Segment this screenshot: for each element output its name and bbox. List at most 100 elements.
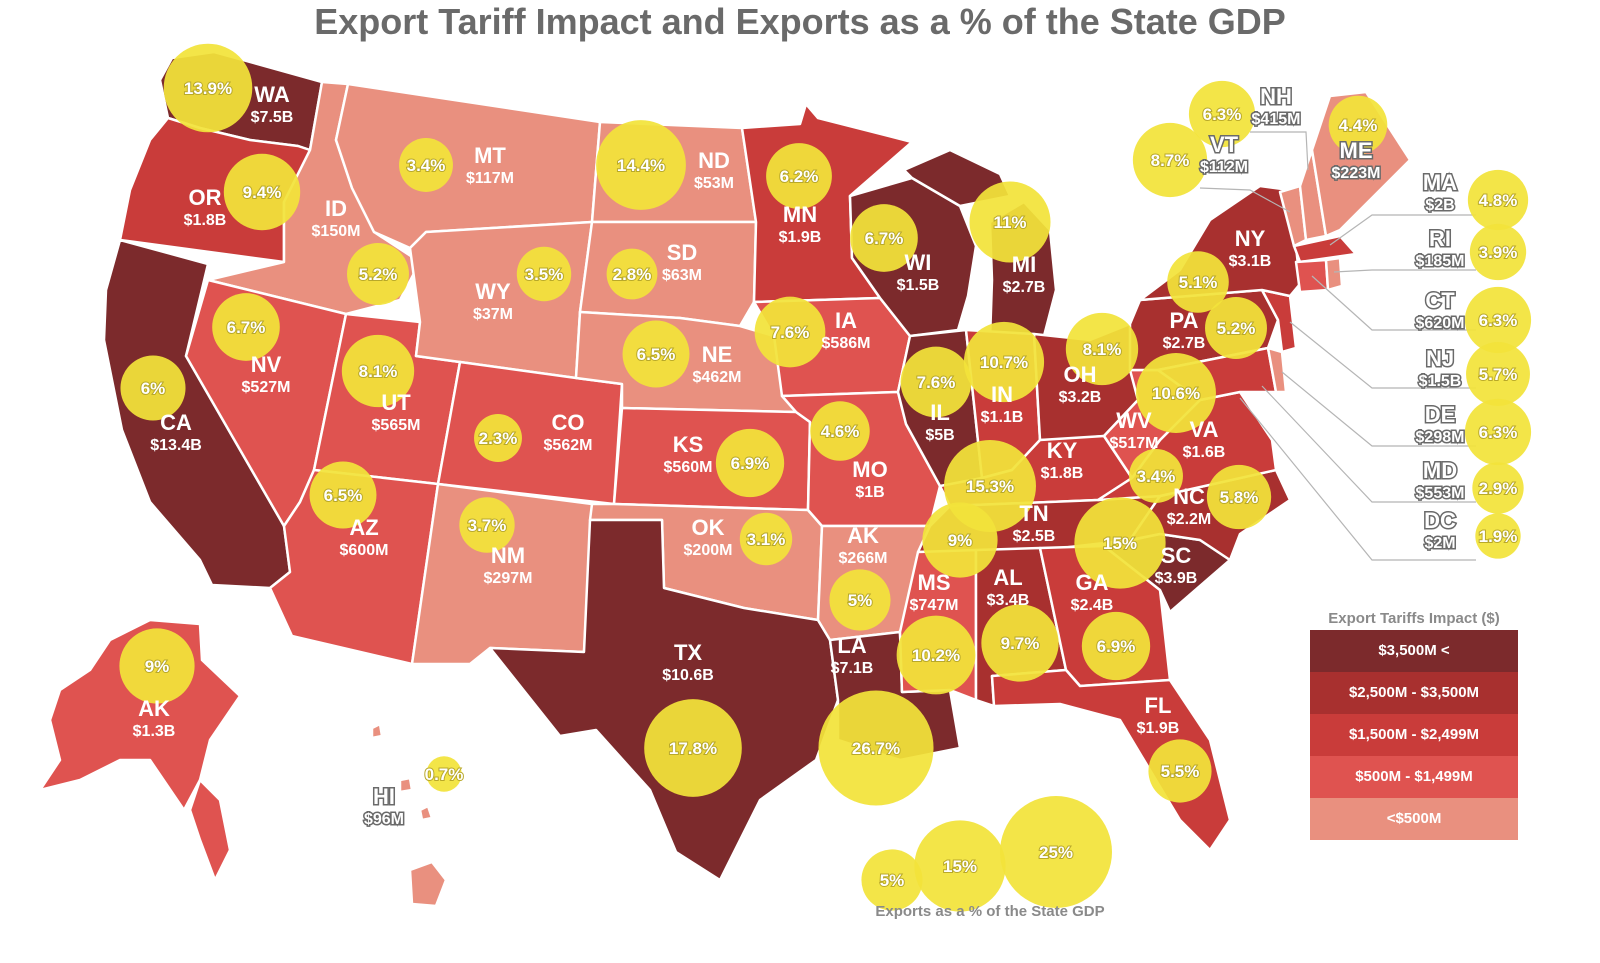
state-code-ky: KY bbox=[1047, 438, 1078, 463]
state-code-sc: SC bbox=[1161, 543, 1192, 568]
state-hi-big[interactable] bbox=[408, 860, 448, 908]
state-impact-mn: $1.9B bbox=[779, 229, 822, 246]
gdp-pct-va: 3.4% bbox=[1137, 467, 1176, 486]
gdp-pct-mi: 11% bbox=[993, 213, 1026, 232]
state-impact-wv: $517M bbox=[1110, 435, 1159, 452]
gdp-bubbles: 13.9% 9.4% 6% 5.2% 3.4% 6.7% 8.1% 3.5% 6.5% 2.3% 3… bbox=[119, 43, 1532, 806]
state-code-sd: SD bbox=[667, 240, 698, 265]
state-de[interactable] bbox=[1266, 346, 1288, 394]
gdp-bubble-md bbox=[1472, 462, 1524, 514]
state-code-wi: WI bbox=[905, 250, 932, 275]
size-legend: 5% 15% 25% bbox=[861, 796, 1112, 912]
gdp-pct-ks: 6.9% bbox=[731, 454, 770, 473]
state-ma[interactable] bbox=[1292, 234, 1358, 264]
gdp-pct-pa: 5.2% bbox=[1217, 319, 1256, 338]
state-impact-ak: $266M bbox=[839, 550, 888, 567]
legend-item-tier4: $500M - $1,499M bbox=[1310, 756, 1518, 798]
state-impact-ma: $2B bbox=[1425, 197, 1454, 214]
gdp-pct-ca: 6% bbox=[141, 379, 166, 398]
gdp-bubble-ms bbox=[896, 615, 976, 695]
state-code-ut: UT bbox=[381, 390, 411, 415]
gdp-pct-ut: 8.1% bbox=[359, 362, 398, 381]
gdp-bubble-wi bbox=[850, 204, 918, 272]
state-code-ga: GA bbox=[1076, 570, 1109, 595]
state-ri[interactable] bbox=[1324, 256, 1344, 292]
gdp-bubble-oh bbox=[1065, 312, 1139, 386]
gdp-bubble-tn bbox=[922, 502, 998, 578]
size-legend-label: 25% bbox=[1039, 843, 1073, 862]
state-labels: WA $7.5B OR $1.8B CA $13.4B ID $150M MT $117M NV $5… bbox=[133, 82, 1466, 830]
state-impact-ak: $1.3B bbox=[133, 723, 176, 740]
size-legend-bubble bbox=[1000, 796, 1112, 908]
state-code-tn: TN bbox=[1019, 501, 1048, 526]
gdp-bubble-mo bbox=[810, 401, 870, 461]
gdp-bubble-ct bbox=[1464, 286, 1532, 354]
state-code-al: AL bbox=[993, 565, 1022, 590]
gdp-bubble-nh bbox=[1188, 80, 1256, 148]
state-impact-sc: $3.9B bbox=[1155, 570, 1198, 587]
gdp-pct-ia: 7.6% bbox=[771, 323, 810, 342]
state-hi-islands[interactable] bbox=[370, 722, 434, 822]
gdp-pct-al: 9.7% bbox=[1001, 634, 1040, 653]
state-impact-wy: $37M bbox=[473, 306, 513, 323]
gdp-bubble-wv bbox=[1136, 353, 1216, 433]
state-impact-nv: $527M bbox=[242, 379, 291, 396]
state-code-or: OR bbox=[189, 185, 222, 210]
state-code-az: AZ bbox=[349, 515, 378, 540]
state-code-mi: MI bbox=[1012, 252, 1036, 277]
gdp-pct-wy: 3.5% bbox=[525, 265, 564, 284]
leader-nj bbox=[1289, 321, 1476, 389]
state-code-ne: NE bbox=[702, 342, 733, 367]
state-code-de: DE bbox=[1425, 402, 1456, 427]
state-code-ak: AK bbox=[847, 523, 879, 548]
state-code-wy: WY bbox=[475, 279, 511, 304]
state-alaska-panhandle[interactable] bbox=[188, 778, 232, 882]
state-impact-mo: $1B bbox=[855, 484, 884, 501]
gdp-bubble-co bbox=[474, 414, 522, 462]
legend-item-tier2: $2,500M - $3,500M bbox=[1310, 672, 1518, 714]
gdp-pct-or: 9.4% bbox=[243, 183, 282, 202]
state-impact-nj: $1.5B bbox=[1419, 373, 1462, 390]
state-code-nd: ND bbox=[698, 148, 730, 173]
gdp-bubble-ia bbox=[754, 296, 826, 368]
legend-item-tier1: $3,500M < bbox=[1310, 630, 1518, 672]
state-impact-il: $5B bbox=[925, 427, 954, 444]
gdp-pct-id: 5.2% bbox=[359, 265, 398, 284]
state-impact-ri: $185M bbox=[1416, 253, 1465, 270]
gdp-bubble-tx bbox=[644, 699, 742, 797]
state-impact-tn: $2.5B bbox=[1013, 528, 1056, 545]
gdp-bubble-nj bbox=[1466, 342, 1530, 406]
size-legend-bubble bbox=[861, 849, 923, 911]
gdp-bubble-id bbox=[347, 243, 409, 305]
gdp-bubble-de bbox=[1464, 398, 1532, 466]
gdp-pct-sd: 2.8% bbox=[613, 265, 652, 284]
state-impact-mt: $117M bbox=[466, 170, 514, 187]
gdp-pct-de: 6.3% bbox=[1479, 423, 1518, 442]
gdp-bubble-ak bbox=[829, 569, 891, 631]
state-code-tx: TX bbox=[674, 640, 702, 665]
state-impact-ok: $200M bbox=[684, 542, 733, 559]
state-impact-ks: $560M bbox=[664, 459, 713, 476]
gdp-pct-ma: 4.8% bbox=[1479, 191, 1518, 210]
gdp-bubble-pa bbox=[1205, 297, 1267, 359]
state-code-wa: WA bbox=[254, 82, 290, 107]
leader-ct bbox=[1311, 275, 1476, 331]
map-title: Export Tariff Impact and Exports as a % … bbox=[314, 1, 1286, 42]
gdp-bubble-al bbox=[981, 604, 1059, 682]
gdp-bubble-sd bbox=[606, 248, 658, 300]
gdp-pct-nm: 3.7% bbox=[468, 516, 507, 535]
gdp-bubble-il bbox=[900, 346, 972, 418]
state-impact-de: $298M bbox=[1416, 429, 1465, 446]
legend-title: Export Tariffs Impact ($) bbox=[1328, 610, 1500, 627]
gdp-bubble-mi bbox=[969, 181, 1051, 263]
state-code-il: IL bbox=[930, 400, 950, 425]
state-fl[interactable] bbox=[990, 668, 1232, 852]
gdp-pct-la: 26.7% bbox=[852, 739, 900, 758]
state-tx[interactable] bbox=[488, 518, 840, 882]
gdp-pct-mt: 3.4% bbox=[407, 156, 446, 175]
gdp-pct-ky: 15.3% bbox=[966, 477, 1014, 496]
state-impact-va: $1.6B bbox=[1183, 444, 1226, 461]
state-co[interactable] bbox=[436, 360, 624, 506]
gdp-pct-fl: 5.5% bbox=[1161, 762, 1200, 781]
gdp-pct-wa: 13.9% bbox=[184, 79, 232, 98]
